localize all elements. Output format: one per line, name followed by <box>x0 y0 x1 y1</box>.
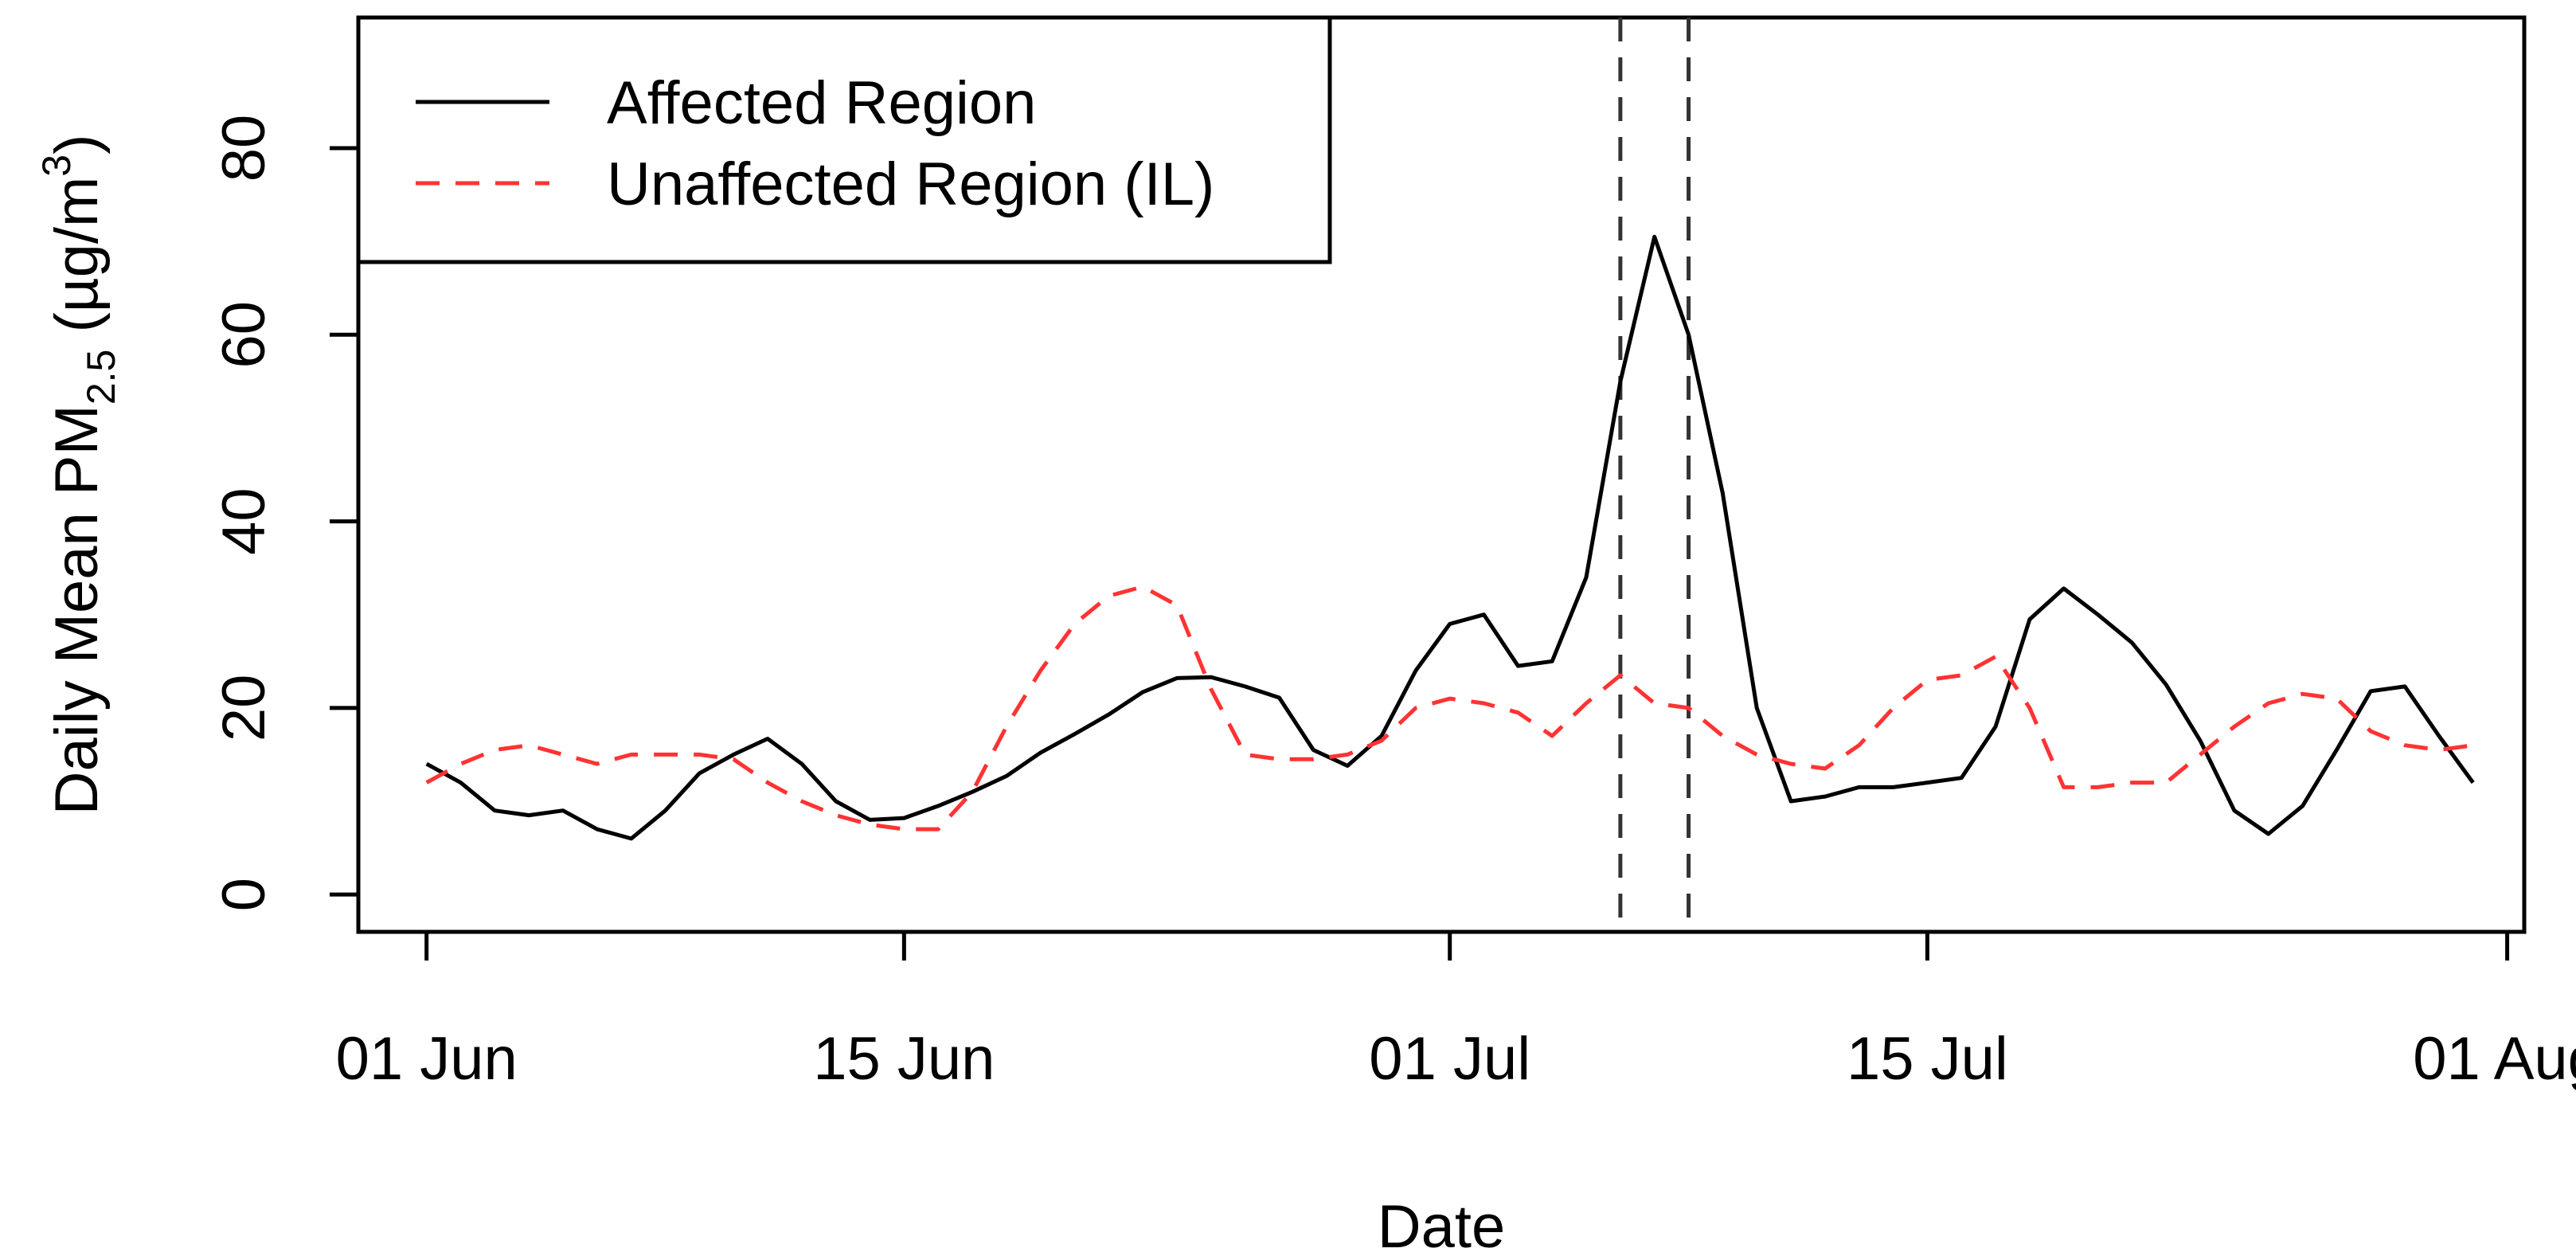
y-tick-label: 40 <box>210 487 278 555</box>
series-layer <box>425 234 2475 841</box>
y-axis-title-main: Daily Mean PM <box>43 405 111 815</box>
legend-box <box>356 15 1332 264</box>
x-tick-label: 15 Jul <box>1847 1025 2008 1093</box>
x-tick-label: 01 Jul <box>1369 1025 1530 1093</box>
reference-lines <box>1618 18 1691 932</box>
y-axis: 0 20 40 60 80 <box>210 115 361 911</box>
x-axis-title: Date <box>1378 1193 1506 1260</box>
x-axis: 01 Jun 15 Jun 01 Jul 15 Jul 01 Aug <box>336 929 2576 1093</box>
y-axis-title-unit-open: (µg/m <box>43 177 111 350</box>
legend-label-affected: Affected Region <box>607 69 1036 137</box>
x-tick-label: 15 Jun <box>813 1025 995 1093</box>
y-axis-title-superscript: 3 <box>34 155 79 177</box>
series-line-unaffected <box>425 585 2474 832</box>
x-tick-label: 01 Jun <box>336 1025 518 1093</box>
series-line-affected <box>425 234 2475 841</box>
y-tick-label: 60 <box>210 301 278 369</box>
y-axis-title-subscript: 2.5 <box>79 350 123 405</box>
y-tick-label: 0 <box>210 878 278 911</box>
y-tick-label: 20 <box>210 675 278 742</box>
legend-label-unaffected: Unaffected Region (IL) <box>607 151 1214 218</box>
y-tick-label: 80 <box>210 115 278 182</box>
y-axis-title-unit-close: ) <box>43 135 111 155</box>
x-tick-label: 01 Aug <box>2413 1025 2576 1093</box>
legend: Affected Region Unaffected Region (IL) <box>356 15 1332 264</box>
y-axis-title: Daily Mean PM2.5 (µg/m3) <box>34 135 123 816</box>
